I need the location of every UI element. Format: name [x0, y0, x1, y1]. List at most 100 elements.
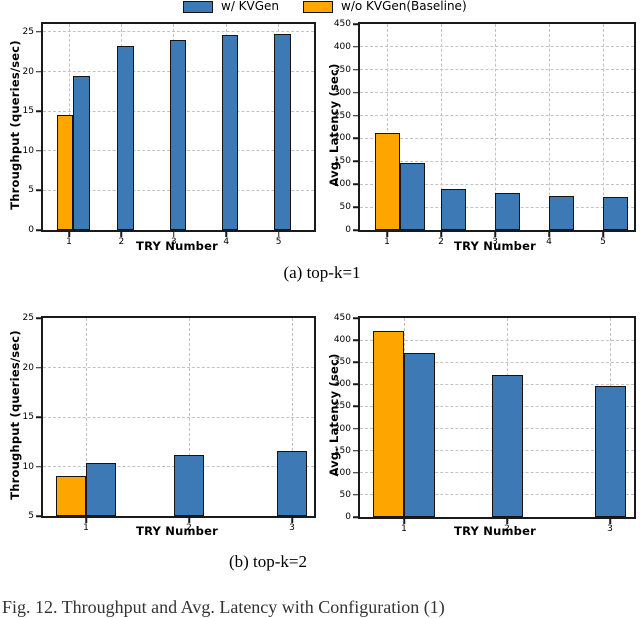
y-tick-label: 450	[333, 313, 351, 323]
x-axis-label-latency-topk2: TRY Number	[454, 524, 536, 538]
legend-swatch-kvgen	[183, 1, 213, 13]
y-tick-label: 25	[22, 26, 34, 37]
x-tick-label: 2	[186, 523, 192, 533]
y-axis-label-throughput-topk2: Throughput (queries/sec)	[8, 330, 22, 500]
y-tick-mark	[353, 383, 358, 386]
h-gridline	[360, 183, 634, 185]
h-gridline	[43, 367, 314, 368]
x-tick-mark	[386, 232, 388, 237]
bar-baseline	[56, 115, 73, 230]
y-tick-label: 300	[333, 379, 351, 390]
x-tick-mark	[277, 232, 280, 237]
v-gridline	[440, 24, 442, 230]
bar-kvgen	[169, 39, 187, 230]
y-tick-mark	[353, 449, 358, 452]
bar-kvgen	[277, 450, 307, 516]
plot-throughput-topk2: 5 10 15 20 25 1 2 3	[23, 313, 316, 533]
x-tick-label: 2	[504, 524, 510, 534]
y-tick-mark	[36, 515, 41, 517]
y-tick-mark	[36, 229, 41, 231]
legend-swatch-baseline	[303, 1, 333, 13]
x-tick-label: 5	[600, 237, 606, 247]
x-tick-mark	[440, 232, 442, 237]
h-gridline	[360, 361, 634, 363]
x-tick-mark	[225, 232, 227, 237]
bar-kvgen	[549, 195, 574, 230]
figure-caption-cropped: Fig. 12. Throughput and Avg. Latency wit…	[2, 597, 445, 617]
y-tick-label: 0	[345, 512, 351, 522]
y-tick-mark	[353, 361, 358, 363]
y-tick-label: 250	[333, 401, 351, 412]
y-tick-label: 400	[333, 335, 351, 346]
v-gridline	[386, 24, 388, 230]
bar-kvgen	[274, 33, 291, 230]
chart-legend: w/ KVGen w/o KVGen(Baseline)	[0, 0, 640, 16]
y-tick-mark	[353, 91, 358, 94]
y-tick-label: 50	[339, 489, 351, 500]
bar-baseline	[374, 132, 400, 230]
plot-latency-topk2: 0 50 100 150 200 250 300 350 400 450 1 2 3	[334, 313, 636, 534]
v-gridline	[85, 318, 87, 516]
y-tick-label: 150	[333, 156, 351, 167]
x-tick-label: 1	[401, 524, 407, 534]
x-tick-label: 4	[223, 237, 230, 247]
x-tick-mark	[120, 232, 123, 237]
y-tick-label: 450	[333, 19, 351, 29]
h-gridline	[360, 137, 634, 139]
bar-kvgen	[441, 189, 466, 230]
x-axis-label-latency-topk1: TRY Number	[454, 239, 536, 253]
x-tick-label: 3	[492, 237, 498, 247]
y-tick-label: 20	[22, 362, 34, 373]
y-axis-label-throughput-topk1: Throughput (queries/sec)	[8, 40, 22, 210]
h-gridline	[43, 416, 314, 418]
h-gridline	[360, 339, 634, 341]
y-tick-mark	[353, 137, 358, 140]
y-tick-mark	[36, 366, 41, 369]
x-tick-label: 4	[546, 237, 552, 247]
x-tick-mark	[85, 518, 87, 523]
x-axis-label-throughput-topk2: TRY Number	[136, 524, 218, 538]
y-tick-mark	[36, 317, 41, 319]
bar-baseline	[373, 331, 404, 517]
y-tick-mark	[353, 494, 358, 496]
x-tick-label: 1	[83, 523, 89, 533]
bar-kvgen	[404, 353, 435, 517]
bar-kvgen	[86, 462, 116, 516]
y-tick-label: 0	[28, 225, 34, 235]
bar-kvgen	[73, 76, 90, 230]
bar-kvgen	[399, 163, 425, 230]
y-tick-mark	[353, 69, 358, 71]
plot-latency-topk1: 0 50 100 150 200 250 300 350 400 450 1 2 3 4 5	[334, 19, 636, 247]
bar-kvgen	[117, 46, 134, 230]
y-tick-label: 100	[333, 179, 351, 190]
x-tick-mark	[548, 232, 550, 237]
x-tick-mark	[494, 232, 496, 237]
bar-kvgen	[221, 35, 239, 230]
legend-label-baseline: w/o KVGen(Baseline)	[341, 0, 467, 13]
y-tick-label: 150	[333, 445, 351, 456]
y-tick-label: 5	[28, 185, 34, 196]
x-tick-mark	[506, 519, 508, 524]
y-tick-mark	[353, 472, 358, 474]
y-tick-label: 0	[345, 225, 351, 235]
x-tick-mark	[173, 232, 175, 237]
subcaption-a: (a) top-k=1	[283, 263, 361, 282]
y-tick-label: 300	[333, 87, 351, 98]
h-gridline	[360, 115, 634, 117]
y-tick-label: 5	[28, 511, 34, 521]
y-tick-mark	[353, 206, 358, 208]
x-tick-label: 2	[118, 237, 125, 247]
y-tick-label: 10	[22, 461, 34, 472]
v-gridline	[188, 318, 190, 516]
y-axis-label-latency-topk1: Avg. Latency (sec)	[327, 63, 341, 187]
x-tick-mark	[291, 518, 293, 523]
x-tick-label: 3	[170, 237, 177, 247]
y-tick-mark	[36, 416, 41, 418]
y-tick-mark	[353, 229, 358, 231]
y-tick-mark	[353, 46, 358, 48]
v-gridline	[602, 24, 604, 230]
y-tick-mark	[353, 183, 358, 185]
x-tick-label: 1	[384, 237, 390, 247]
v-gridline	[548, 24, 550, 230]
bar-kvgen	[491, 374, 523, 517]
